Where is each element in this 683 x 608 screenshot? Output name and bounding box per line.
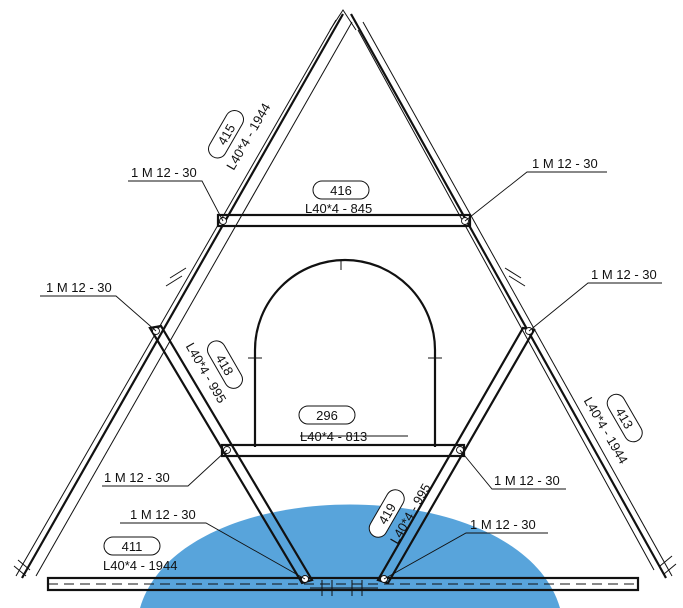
mark-296: 296 <box>316 408 338 423</box>
bolt-label-419-top: 1 M 12 - 30 <box>591 267 657 282</box>
joint-details <box>13 9 677 596</box>
member-411 <box>46 576 640 592</box>
mark-pill-418 <box>206 340 243 389</box>
mark-416: 416 <box>330 183 352 198</box>
mark-pill-419 <box>368 489 405 538</box>
bolt-label-296-left: 1 M 12 - 30 <box>104 470 170 485</box>
bolt-label-416-left: 1 M 12 - 30 <box>131 165 197 180</box>
bolt-label-418-bottom: 1 M 12 - 30 <box>130 507 196 522</box>
profile-296: L40*4 - 813 <box>300 429 367 444</box>
bolt-label-419-bottom: 1 M 12 - 30 <box>470 517 536 532</box>
member-413 <box>350 13 673 579</box>
bolt-label-296-right: 1 M 12 - 30 <box>494 473 560 488</box>
member-415 <box>15 13 353 579</box>
profile-416: L40*4 - 845 <box>305 201 372 216</box>
arch-frame <box>248 258 442 447</box>
member-416 <box>216 213 472 228</box>
bolt-label-416-right: 1 M 12 - 30 <box>532 156 598 171</box>
leader-lines <box>40 171 662 580</box>
member-418 <box>148 324 314 585</box>
mark-pill-411 <box>103 536 161 556</box>
member-296 <box>220 443 466 458</box>
profile-411: L40*4 - 1944 <box>103 558 177 573</box>
mark-pill-413 <box>606 393 643 443</box>
mark-411: 411 <box>122 539 143 554</box>
mark-pill-416 <box>312 180 370 200</box>
mark-pill-296 <box>298 405 356 425</box>
mark-pill-415 <box>208 110 245 159</box>
watermark-arc <box>140 504 560 608</box>
bolt-label-418-top: 1 M 12 - 30 <box>46 280 112 295</box>
